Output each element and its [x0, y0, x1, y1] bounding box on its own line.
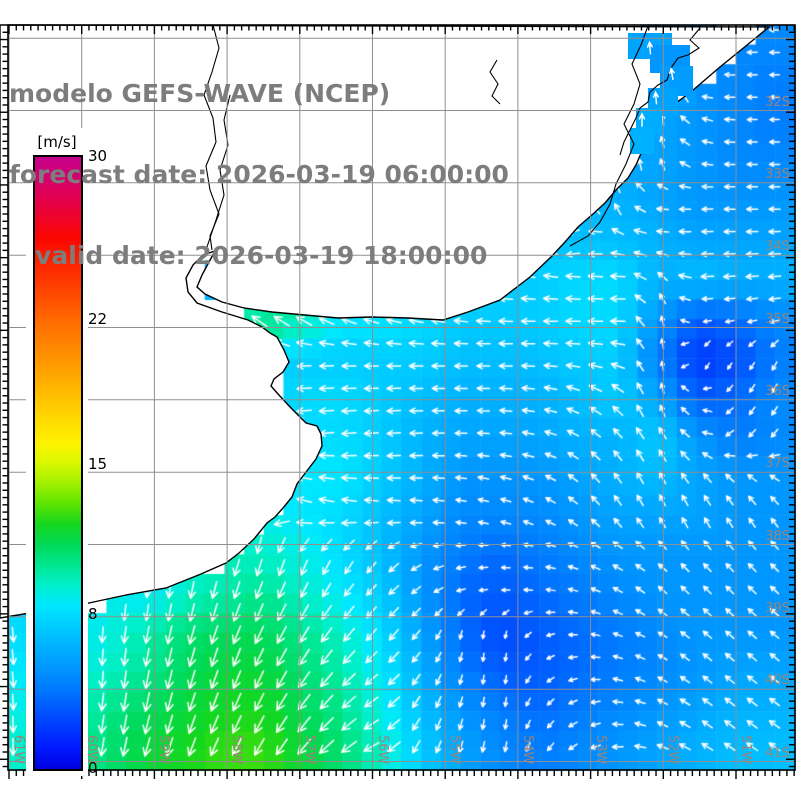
lagoon-water-cells: [628, 33, 693, 154]
latitude-label: 33S: [765, 166, 790, 182]
colorbar: [m/s]: [26, 128, 88, 776]
lat-lon-gridlines: [8, 25, 795, 770]
colorbar-tick-label: 8: [88, 605, 98, 623]
latitude-label: 38S: [765, 528, 790, 544]
wind-arrow: [646, 40, 653, 55]
longitude-label: 57W: [301, 735, 317, 765]
latitude-label: 37S: [765, 456, 790, 472]
forecast-date: forecast date: 2026-03-19 06:00:00: [9, 160, 509, 189]
valid-date: valid date: 2026-03-19 18:00:00: [9, 241, 488, 270]
longitude-label: 54W: [519, 735, 535, 765]
latitude-label: 40S: [765, 673, 790, 689]
river-line: [569, 25, 649, 247]
latitude-label: 32S: [765, 94, 790, 110]
latitude-label: 35S: [765, 311, 790, 327]
colorbar-tick-label: 15: [88, 455, 108, 473]
latitude-label: 39S: [765, 600, 790, 616]
colorbar-gradient: [33, 155, 83, 771]
wind-arrow: [668, 67, 675, 81]
longitude-label: 56W: [374, 735, 390, 765]
wind-arrow: [652, 90, 659, 105]
colorbar-tick-label: 22: [88, 310, 108, 328]
longitude-label: 51W: [738, 735, 753, 765]
wind-arrow: [638, 112, 646, 127]
longitude-label: 61W: [11, 735, 26, 765]
model-title: modelo GEFS-WAVE (NCEP): [9, 79, 391, 108]
river-line: [489, 59, 501, 105]
longitude-label: 52W: [665, 735, 681, 765]
title-block: modelo GEFS-WAVE (NCEP) forecast date: 2…: [9, 26, 509, 323]
colorbar-tick-label: 0: [88, 759, 98, 777]
lagoon-shoreline: [619, 27, 701, 156]
colorbar-unit-label: [m/s]: [37, 133, 77, 151]
lagoon-wind-arrows: [638, 40, 675, 127]
lagoon-water-cell: [630, 128, 654, 154]
latitude-label: 36S: [765, 383, 790, 399]
colorbar-tick-label: 30: [88, 147, 108, 165]
latitude-label: 34S: [765, 239, 790, 255]
longitude-label: 59W: [156, 735, 172, 765]
axis-ticks: [0, 25, 795, 779]
longitude-label: 58W: [229, 735, 245, 765]
longitude-label: 53W: [592, 735, 608, 765]
longitude-label: 55W: [447, 735, 463, 765]
latitude-label: 41S: [765, 745, 790, 761]
